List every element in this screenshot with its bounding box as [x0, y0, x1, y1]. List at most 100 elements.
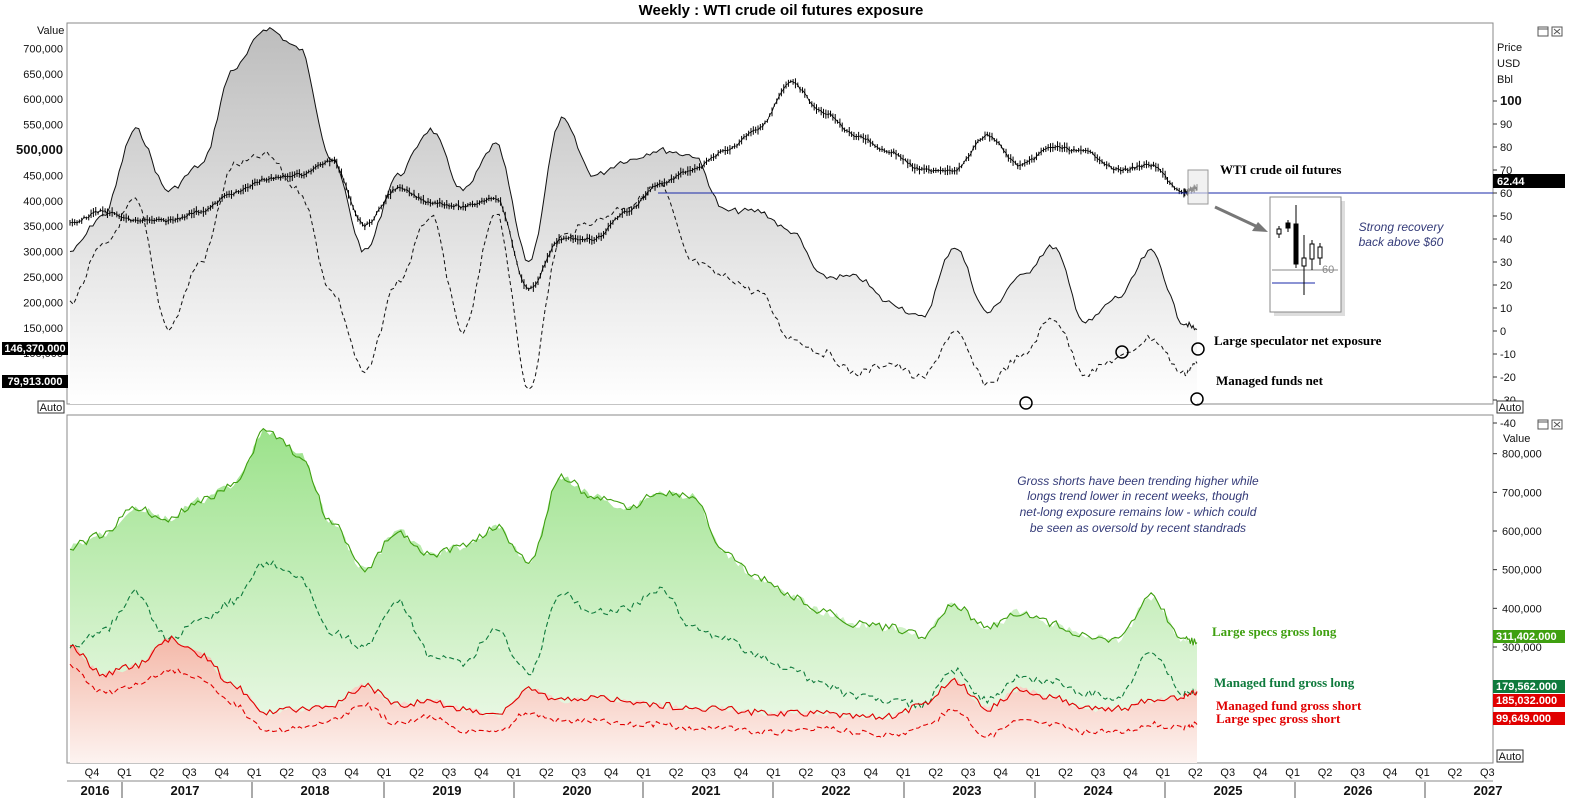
managed-fund-gross-long-label: Managed fund gross long	[1214, 675, 1355, 690]
quarter-tick-label: Q2	[799, 767, 814, 779]
quarter-tick-label: Q2	[539, 767, 554, 779]
series-line	[69, 663, 1198, 739]
lower-value-tags: 311,402.000 179,562.000 185,032.000 99,6…	[1493, 630, 1565, 725]
quarter-tick-label: Q4	[85, 767, 100, 779]
chart-title: Weekly : WTI crude oil futures exposure	[639, 2, 924, 19]
right-tick-label: 10	[1500, 303, 1512, 315]
quarter-tick-label: Q4	[474, 767, 489, 779]
quarter-tick-label: Q2	[1318, 767, 1333, 779]
managed-fund-gross-short-label: Managed fund gross short	[1216, 698, 1362, 713]
x-axis-quarters: Q4 Q1 Q2 Q3 Q4 Q1 Q2 Q3 Q4 Q1 Q2 Q3 Q4 Q1 Q2 Q3 Q4 Q1 Q2 Q3…	[85, 767, 1495, 779]
quarter-tick-label: Q1	[636, 767, 651, 779]
auto-scale-button[interactable]: Auto	[37, 400, 65, 414]
quarter-tick-label: Q1	[247, 767, 262, 779]
left-tick-label: 350,000	[23, 221, 63, 233]
left-tick-label: 700,000	[23, 43, 63, 55]
large-spec-label: Large speculator net exposure	[1214, 333, 1382, 348]
zoom-arrow	[1214, 205, 1261, 230]
right-tick-label: 800,000	[1502, 449, 1542, 461]
quarter-tick-label: Q2	[1058, 767, 1073, 779]
lower-annotation-line3: net-long exposure remains low - which co…	[1020, 505, 1257, 519]
lower-annotation-line4: be seen as oversold by recent standrads	[1030, 521, 1246, 535]
wti-price-tag: 62.44	[1497, 176, 1525, 188]
left-tick-label: 250,000	[23, 272, 63, 284]
year-tick-label: 2021	[692, 783, 721, 798]
right-tick-label: 50	[1500, 211, 1512, 223]
quarter-tick-label: Q1	[1026, 767, 1041, 779]
ls-short-value-tag: 99,649.000	[1496, 713, 1551, 725]
quarter-tick-label: Q2	[669, 767, 684, 779]
quarter-tick-label: Q3	[571, 767, 586, 779]
quarter-tick-label: Q4	[993, 767, 1008, 779]
quarter-tick-label: Q4	[863, 767, 878, 779]
quarter-tick-label: Q1	[1285, 767, 1300, 779]
right-tick-label: 30	[1500, 257, 1512, 269]
right-tick-label: 60	[1500, 188, 1512, 200]
quarter-tick-label: Q2	[409, 767, 424, 779]
year-tick-label: 2026	[1344, 783, 1373, 798]
quarter-tick-label: Q3	[961, 767, 976, 779]
upper-left-axis-title: Value	[37, 25, 64, 37]
year-tick-label: 2018	[301, 783, 330, 798]
lower-annotation-line1: Gross shorts have been trending higher w…	[1017, 474, 1259, 488]
year-tick-label: 2020	[563, 783, 592, 798]
right-tick-label: -20	[1500, 372, 1516, 384]
quarter-tick-label: Q3	[1480, 767, 1495, 779]
year-tick-label: 2027	[1474, 783, 1503, 798]
right-tick-label: 40	[1500, 234, 1512, 246]
quarter-tick-label: Q1	[117, 767, 132, 779]
left-tick-label: 500,000	[16, 142, 63, 157]
right-tick-label: 100	[1500, 93, 1522, 108]
large-spec-gross-short-label: Large spec gross short	[1216, 711, 1341, 726]
year-tick-label: 2025	[1214, 783, 1243, 798]
managed-funds-label: Managed funds net	[1216, 373, 1324, 388]
inset-level-label: 60	[1322, 264, 1334, 276]
auto-scale-button[interactable]: Auto	[1496, 749, 1524, 763]
right-tick-label: 20	[1500, 280, 1512, 292]
series-line	[69, 427, 1198, 646]
lower-annotation-line2: longs trend lower in recent weeks, thoug…	[1027, 489, 1249, 503]
wti-price-line	[69, 80, 1198, 290]
quarter-tick-label: Q3	[1220, 767, 1235, 779]
marker-circle	[1190, 392, 1204, 406]
wti-label: WTI crude oil futures	[1220, 162, 1341, 177]
quarter-tick-label: Q4	[1383, 767, 1398, 779]
series-line	[69, 635, 1198, 720]
quarter-tick-label: Q2	[1188, 767, 1203, 779]
marker-circle	[1019, 396, 1033, 410]
quarter-tick-label: Q4	[734, 767, 749, 779]
svg-text:Auto: Auto	[1499, 751, 1522, 763]
window-controls-icon[interactable]	[1537, 419, 1563, 430]
year-tick-label: 2019	[433, 783, 462, 798]
left-tick-label: 650,000	[23, 69, 63, 81]
quarter-tick-label: Q4	[604, 767, 619, 779]
quarter-tick-label: Q1	[766, 767, 781, 779]
series-line	[69, 560, 1198, 711]
right-tick-label: 600,000	[1502, 526, 1542, 538]
quarter-tick-label: Q3	[831, 767, 846, 779]
quarter-tick-label: Q4	[1123, 767, 1138, 779]
window-controls-icon[interactable]	[1537, 26, 1563, 37]
left-tick-label: 550,000	[23, 120, 63, 132]
zoom-source-box	[1187, 169, 1209, 205]
auto-scale-button[interactable]: Auto	[1496, 400, 1524, 414]
year-tick-label: 2016	[81, 783, 110, 798]
lower-right-axis-title: Value	[1503, 433, 1530, 445]
x-axis-years: 2016 2017 2018 2019 2020 2021 2022 2023 2024 2025…	[81, 782, 1503, 798]
lower-series-group	[69, 427, 1198, 763]
quarter-tick-label: Q2	[279, 767, 294, 779]
right-tick-label: -40	[1500, 418, 1516, 430]
right-axis-title-bbl: Bbl	[1497, 74, 1513, 86]
quarter-tick-label: Q3	[701, 767, 716, 779]
year-tick-label: 2023	[953, 783, 982, 798]
lower-right-axis: 800,000 700,000 600,000 500,000 400,000 300,0…	[1493, 449, 1542, 654]
series-area	[70, 428, 1197, 763]
highlight-circles	[1019, 342, 1205, 410]
upper-value-tags: 146,370.000 79,913.000 62.44	[2, 174, 1565, 388]
quarter-tick-label: Q1	[1156, 767, 1171, 779]
quarter-tick-label: Q1	[896, 767, 911, 779]
left-tick-label: 450,000	[23, 170, 63, 182]
mf-long-value-tag: 179,562.000	[1496, 681, 1557, 693]
svg-text:Auto: Auto	[1499, 402, 1522, 414]
